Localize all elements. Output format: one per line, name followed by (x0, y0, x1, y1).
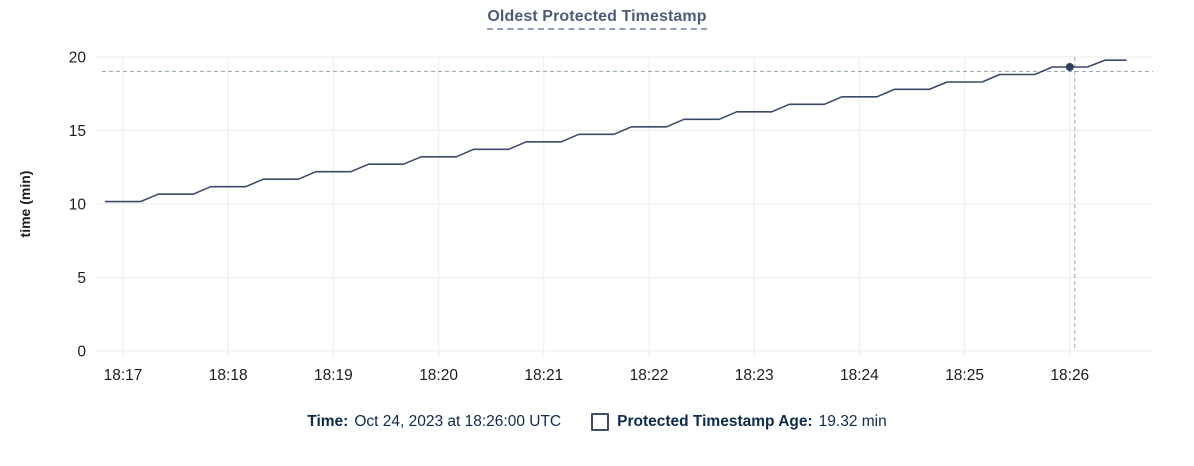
series-line (104, 59, 1127, 203)
x-tick-label: 18:21 (524, 367, 563, 384)
chart-title-row: Oldest Protected Timestamp (0, 8, 1194, 30)
y-tick-label: 5 (77, 270, 86, 287)
x-tick-label: 18:24 (840, 367, 879, 384)
y-axis-label: time (min) (17, 171, 33, 238)
series-label[interactable]: Protected Timestamp Age: (617, 413, 813, 430)
y-tick-label: 10 (69, 197, 87, 214)
chart-title[interactable]: Oldest Protected Timestamp (487, 8, 707, 30)
x-tick-label: 18:22 (630, 367, 669, 384)
x-tick-label: 18:17 (104, 367, 143, 384)
x-tick-label: 18:25 (945, 367, 984, 384)
x-tick-label: 18:23 (735, 367, 774, 384)
x-tick-label: 18:18 (209, 367, 248, 384)
hover-point[interactable] (1065, 62, 1074, 71)
hover-legend: Time: Oct 24, 2023 at 18:26:00 UTC Prote… (0, 413, 1194, 431)
series-toggle-swatch[interactable] (591, 413, 610, 431)
hover-time-value: Oct 24, 2023 at 18:26:00 UTC (354, 413, 562, 430)
x-tick-label: 18:20 (419, 367, 458, 384)
y-tick-label: 20 (69, 50, 87, 67)
line-chart[interactable]: 0 5 10 15 20 18:17 18:18 18:19 18:20 18:21 18:22 18… (0, 0, 1194, 400)
x-tick-label: 18:26 (1050, 367, 1089, 384)
y-tick-label: 0 (77, 344, 86, 361)
x-tick-label: 18:19 (314, 367, 353, 384)
series-value: 19.32 min (818, 413, 887, 430)
y-tick-label: 15 (69, 123, 86, 140)
hover-time-label: Time: (307, 413, 349, 430)
